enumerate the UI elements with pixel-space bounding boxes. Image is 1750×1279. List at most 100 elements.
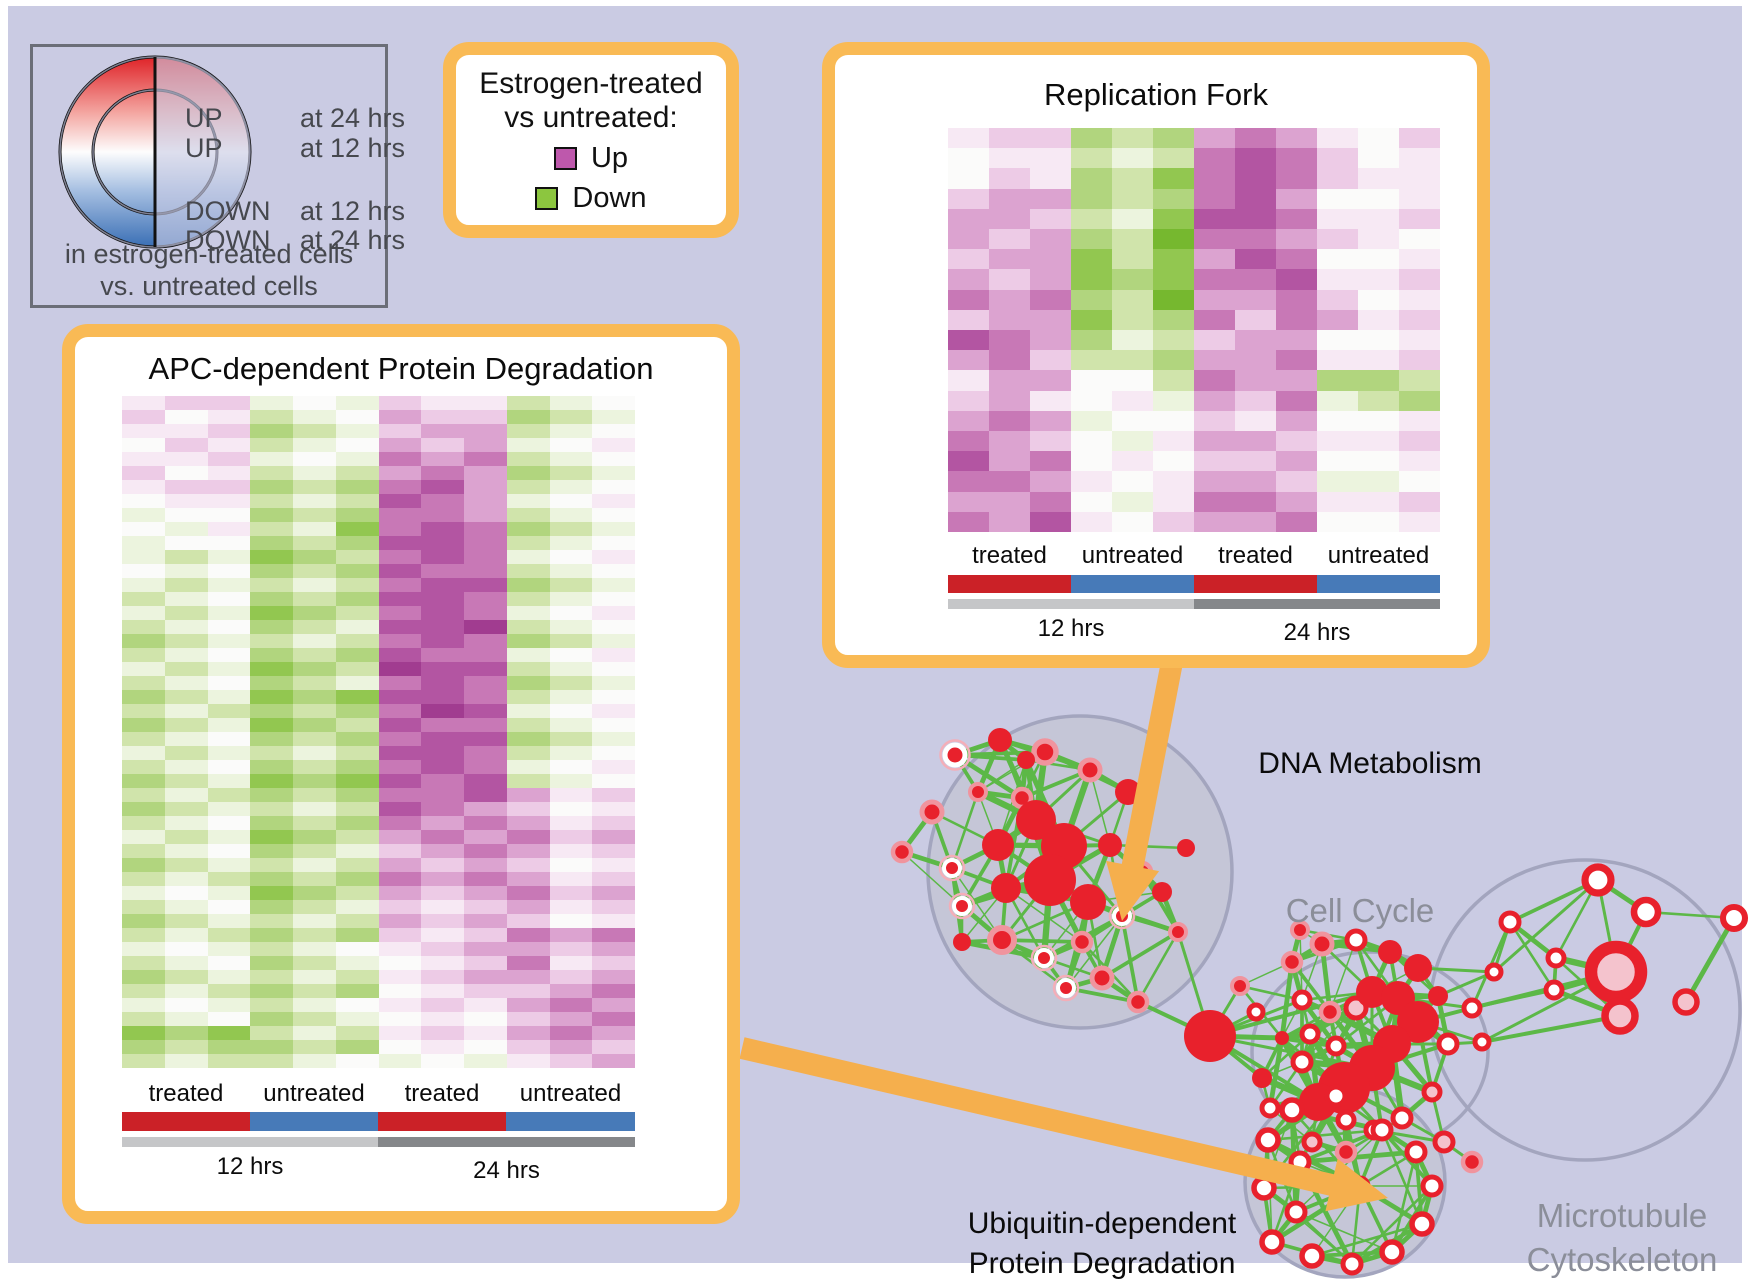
- heatmap-cell: [164, 858, 208, 872]
- heatmap-cell: [506, 410, 550, 424]
- heatmap-cell: [506, 774, 550, 788]
- network-node: [919, 799, 945, 825]
- replication-fork-title: Replication Fork: [1044, 77, 1268, 112]
- heatmap-cell: [250, 1054, 293, 1068]
- heatmap-cell: [1276, 431, 1317, 452]
- heatmap-cell: [250, 718, 293, 732]
- heatmap-cell: [1276, 471, 1317, 492]
- heatmap-cell: [592, 690, 635, 704]
- ubiquitin-label-line2: Protein Degradation: [968, 1247, 1236, 1279]
- heatmap-cell: [164, 970, 208, 984]
- heatmap-cell: [506, 914, 550, 928]
- heatmap-cell: [122, 900, 165, 914]
- network-edge: [1683, 915, 1737, 1005]
- heatmap-cell: [506, 606, 550, 620]
- network-node: [1461, 997, 1483, 1019]
- heatmap-cell: [122, 816, 165, 830]
- rf-12hr-bar: [948, 599, 1194, 609]
- heatmap-cell: [592, 704, 635, 718]
- arrow-apc-to-ubiquitin: [739, 1037, 1388, 1212]
- heatmap-cell: [464, 928, 507, 942]
- heatmap-cell: [592, 396, 635, 410]
- heatmap-cell: [122, 788, 165, 802]
- heatmap-cell: [1112, 249, 1153, 270]
- heatmap-cell: [207, 550, 251, 564]
- heatmap-cell: [207, 970, 251, 984]
- heatmap-cell: [1276, 208, 1317, 229]
- heatmap-cell: [1071, 128, 1112, 149]
- heatmap-cell: [549, 480, 593, 494]
- heatmap-cell: [250, 816, 293, 830]
- network-node: [1318, 1000, 1342, 1024]
- network-node: [1056, 978, 1076, 998]
- heatmap-cell: [421, 1040, 464, 1054]
- heatmap-cell: [335, 522, 379, 536]
- heatmap-cell: [421, 410, 464, 424]
- heatmap-cell: [506, 480, 550, 494]
- heatmap-cell: [421, 522, 464, 536]
- heatmap-cell: [506, 998, 550, 1012]
- heatmap-cell: [164, 424, 208, 438]
- heatmap-cell: [948, 410, 989, 431]
- heatmap-cell: [989, 451, 1030, 472]
- heatmap-cell: [293, 396, 336, 410]
- network-node: [1031, 738, 1059, 766]
- heatmap-cell: [1112, 208, 1153, 229]
- heatmap-cell: [506, 494, 550, 508]
- heatmap-cell: [1030, 511, 1071, 532]
- heatmap-cell: [250, 438, 293, 452]
- apc-heatmap: [122, 396, 635, 1068]
- heatmap-cell: [122, 956, 165, 970]
- heatmap-cell: [164, 494, 208, 508]
- heatmap-cell: [421, 718, 464, 732]
- heatmap-cell: [421, 452, 464, 466]
- heatmap-cell: [464, 1026, 507, 1040]
- heatmap-cell: [1399, 269, 1440, 290]
- heatmap-cell: [335, 1040, 379, 1054]
- heatmap-cell: [592, 760, 635, 774]
- heatmap-cell: [506, 844, 550, 858]
- heatmap-cell: [1112, 128, 1153, 149]
- heatmap-cell: [335, 438, 379, 452]
- heatmap-cell: [421, 424, 464, 438]
- heatmap-cell: [164, 1054, 208, 1068]
- heatmap-cell: [378, 746, 422, 760]
- heatmap-cell: [1276, 229, 1317, 250]
- heatmap-cell: [1317, 330, 1358, 351]
- heatmap-cell: [989, 309, 1030, 330]
- heatmap-cell: [549, 634, 593, 648]
- heatmap-cell: [506, 648, 550, 662]
- heatmap-cell: [464, 1040, 507, 1054]
- heatmap-cell: [1317, 491, 1358, 512]
- heatmap-cell: [464, 760, 507, 774]
- heatmap-cell: [122, 998, 165, 1012]
- network-node: [1291, 989, 1313, 1011]
- heatmap-cell: [989, 370, 1030, 391]
- heatmap-cell: [164, 774, 208, 788]
- heatmap-cell: [506, 858, 550, 872]
- heatmap-cell: [506, 872, 550, 886]
- heatmap-cell: [506, 1040, 550, 1054]
- heatmap-cell: [506, 564, 550, 578]
- network-node: [1335, 1109, 1357, 1131]
- legend-up-24-dir: UP: [185, 103, 223, 133]
- heatmap-cell: [122, 802, 165, 816]
- heatmap-cell: [1194, 451, 1235, 472]
- network-node: [1299, 1243, 1325, 1269]
- heatmap-cell: [335, 410, 379, 424]
- heatmap-cell: [549, 998, 593, 1012]
- heatmap-cell: [1112, 229, 1153, 250]
- heatmap-cell: [164, 578, 208, 592]
- network-node: [1324, 1084, 1348, 1108]
- heatmap-cell: [207, 1054, 251, 1068]
- heatmap-cell: [1153, 148, 1194, 169]
- heatmap-cell: [122, 928, 165, 942]
- heatmap-cell: [378, 452, 422, 466]
- heatmap-cell: [1317, 249, 1358, 270]
- heatmap-cell: [464, 914, 507, 928]
- rf-12hrs-label: 12 hrs: [1037, 615, 1105, 642]
- heatmap-cell: [250, 592, 293, 606]
- heatmap-cell: [1194, 148, 1235, 169]
- heatmap-cell: [378, 914, 422, 928]
- heatmap-cell: [293, 900, 336, 914]
